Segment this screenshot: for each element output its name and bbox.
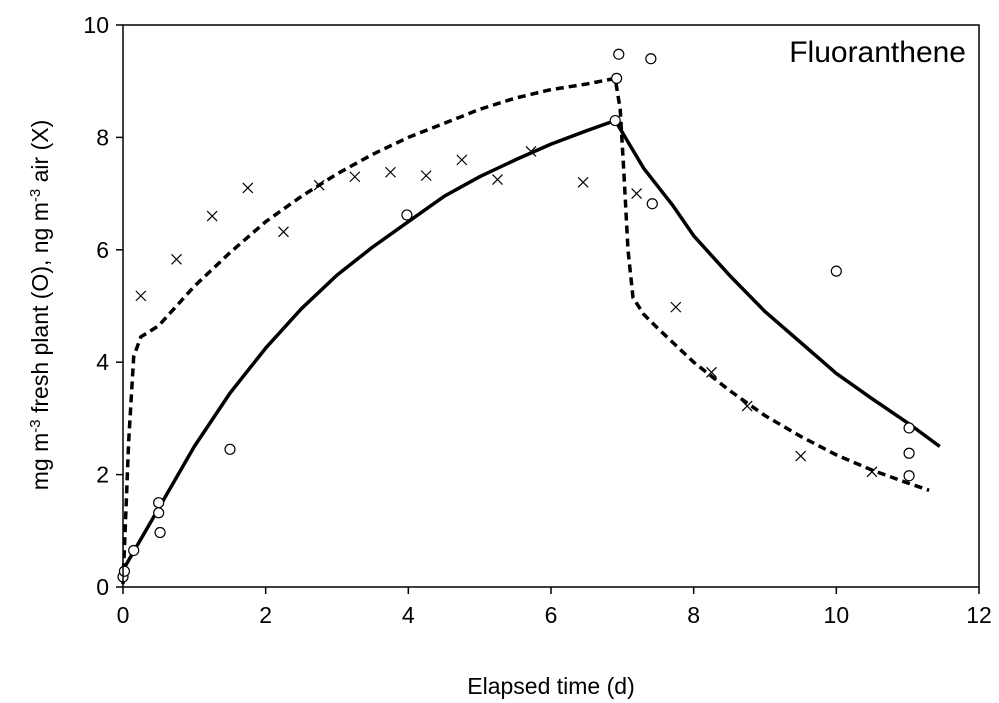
air-data-point	[385, 166, 396, 178]
y-axis-title: mg m-3 fresh plant (O), ng m-3 air (X)	[27, 120, 54, 491]
air-data-point	[313, 179, 325, 191]
plant-data-point	[903, 447, 915, 459]
y-tick-label: 10	[83, 12, 109, 38]
air-data-point	[135, 290, 147, 302]
plant-data-point	[609, 114, 621, 127]
plant-data-point	[118, 565, 131, 577]
y-tick-label: 6	[96, 237, 109, 263]
air-data-point	[866, 466, 878, 478]
plant-data-point	[903, 470, 915, 482]
x-tick-label: 12	[966, 602, 992, 628]
y-tick-label: 0	[96, 574, 109, 600]
axes: 0 2 4 6 8 10 12 0 2 4 6 8 10	[83, 12, 991, 628]
air-data-point	[492, 174, 503, 185]
plant-data-point	[128, 544, 140, 557]
air-data-point	[525, 146, 537, 157]
x-tick-label: 4	[402, 602, 415, 628]
air-data-point	[420, 170, 432, 182]
x-tick-label: 2	[259, 602, 272, 628]
x-tick-label: 6	[545, 602, 558, 628]
plant-data-point	[153, 497, 165, 509]
air-data-point	[741, 400, 753, 412]
air-data-point	[206, 210, 218, 222]
plant-data-point	[645, 53, 657, 65]
dashed-model-line	[121, 76, 930, 585]
solid-model-line	[121, 118, 941, 571]
air-data-point	[706, 366, 717, 378]
x-axis-title: Elapsed time (d)	[467, 673, 634, 699]
plant-data-point	[401, 209, 413, 221]
plot-area	[117, 48, 941, 585]
x-tick-label: 8	[687, 602, 700, 628]
air-data-point	[631, 188, 643, 200]
air-data-point	[670, 301, 682, 313]
plant-data-point	[613, 48, 625, 60]
air-data-point	[349, 171, 361, 183]
plant-data-point	[830, 265, 842, 277]
plant-data-point	[153, 507, 165, 519]
y-tick-label: 2	[96, 462, 109, 488]
air-data-point	[456, 154, 468, 166]
air-data-point	[171, 253, 182, 265]
air-data-point	[577, 176, 589, 188]
air-data-point	[278, 226, 289, 238]
plant-data-point	[903, 422, 915, 434]
air-data-point	[242, 182, 254, 194]
plant-data-point	[154, 526, 166, 539]
x-tick-label: 0	[117, 602, 130, 628]
x-tick-label: 10	[824, 602, 850, 628]
chart-title: Fluoranthene	[789, 36, 966, 69]
plant-data-point	[611, 72, 623, 84]
air-data-point	[795, 450, 807, 462]
y-tick-label: 4	[96, 349, 109, 375]
y-tick-label: 8	[96, 124, 109, 150]
plant-data-point	[646, 198, 658, 210]
plant-data-point	[224, 443, 236, 455]
